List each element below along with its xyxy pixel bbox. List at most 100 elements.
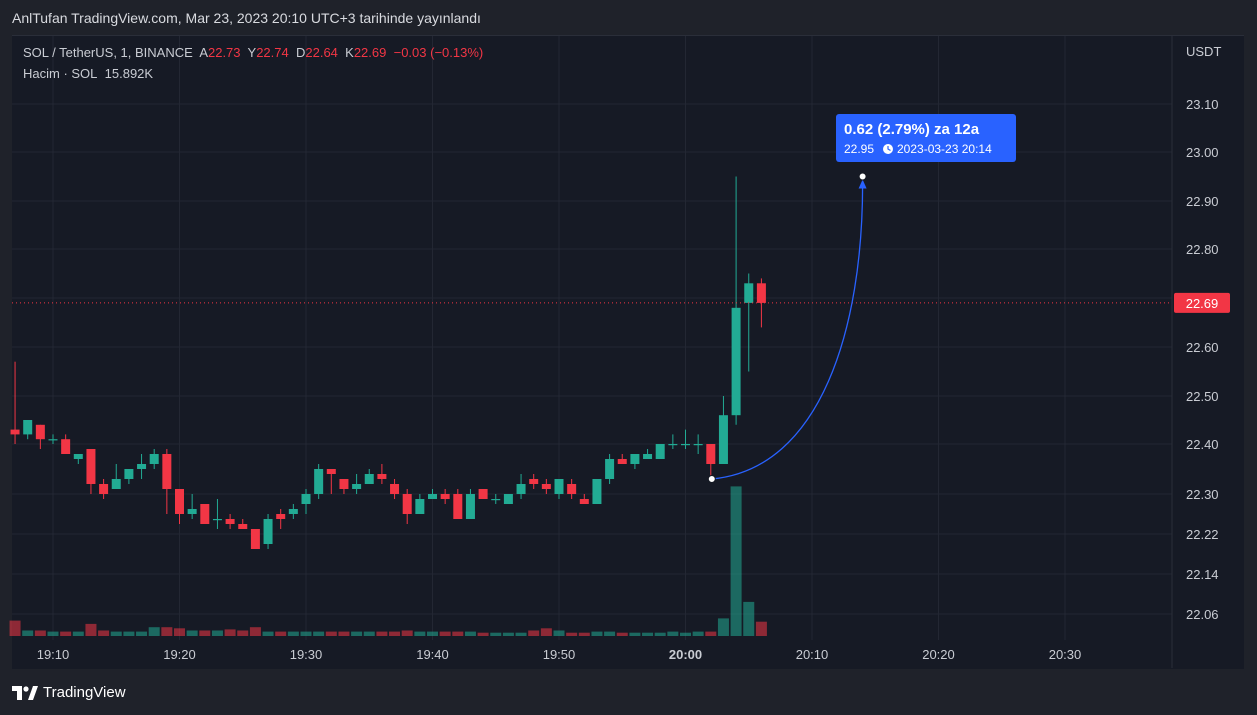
- close-label: K: [345, 45, 354, 60]
- candle[interactable]: [200, 504, 210, 524]
- candle[interactable]: [453, 489, 463, 519]
- candle[interactable]: [617, 454, 627, 464]
- annotation-datetime: 2023-03-23 20:14: [897, 142, 992, 156]
- candle[interactable]: [503, 494, 513, 504]
- volume-bars: [9, 486, 767, 636]
- footer-brand[interactable]: TradingView: [12, 684, 126, 701]
- volume-bar: [743, 601, 755, 636]
- candle[interactable]: [212, 499, 222, 529]
- volume-bar: [123, 631, 135, 636]
- symbol-label[interactable]: SOL / TetherUS, 1, BINANCE: [23, 45, 193, 60]
- price-projection[interactable]: 0.62 (2.79%) za 12a 22.95 2023-03-23 20:…: [707, 114, 1016, 483]
- volume-bar: [667, 631, 679, 636]
- candle[interactable]: [23, 420, 33, 440]
- volume-bar: [477, 632, 489, 636]
- candle[interactable]: [263, 514, 273, 549]
- candle[interactable]: [718, 396, 728, 464]
- volume-bar: [464, 631, 476, 636]
- candle[interactable]: [415, 494, 425, 514]
- candle[interactable]: [175, 489, 184, 524]
- volume-bar: [325, 631, 337, 636]
- candle[interactable]: [731, 176, 741, 425]
- candle[interactable]: [10, 361, 20, 444]
- candle[interactable]: [440, 489, 450, 504]
- candle[interactable]: [314, 464, 324, 499]
- candle[interactable]: [339, 479, 349, 494]
- candle[interactable]: [301, 489, 311, 514]
- candle[interactable]: [225, 514, 235, 529]
- candles: [10, 176, 766, 549]
- candle[interactable]: [655, 444, 665, 459]
- candle[interactable]: [567, 479, 577, 499]
- candle[interactable]: [250, 529, 260, 549]
- candle[interactable]: [681, 429, 690, 449]
- candle[interactable]: [276, 509, 286, 529]
- candle[interactable]: [288, 504, 298, 519]
- volume-bar: [540, 628, 552, 636]
- candle[interactable]: [326, 469, 336, 494]
- candle[interactable]: [693, 434, 703, 454]
- volume-bar: [211, 630, 223, 636]
- candle[interactable]: [238, 519, 248, 529]
- candle[interactable]: [516, 474, 526, 499]
- price-tick-label: 22.22: [1186, 527, 1219, 542]
- candle[interactable]: [99, 479, 109, 499]
- candle[interactable]: [390, 479, 400, 499]
- candle[interactable]: [86, 449, 96, 494]
- candle[interactable]: [61, 434, 71, 454]
- candle[interactable]: [491, 494, 501, 504]
- candle[interactable]: [48, 434, 58, 444]
- candle[interactable]: [554, 479, 564, 499]
- volume-bar: [642, 632, 654, 636]
- candle[interactable]: [137, 454, 147, 479]
- time-tick-label: 19:30: [290, 647, 323, 662]
- volume-bar: [730, 486, 742, 636]
- time-tick-label: 20:30: [1049, 647, 1082, 662]
- candle[interactable]: [111, 464, 121, 489]
- volume-bar: [9, 620, 21, 636]
- candle[interactable]: [73, 454, 83, 464]
- candle[interactable]: [352, 474, 362, 494]
- volume-bar: [414, 631, 426, 636]
- clock-icon: [883, 144, 893, 154]
- volume-bar: [98, 630, 110, 636]
- volume-bar: [338, 631, 350, 636]
- price-tick-label: 22.14: [1186, 567, 1219, 582]
- candle[interactable]: [592, 479, 602, 504]
- candle[interactable]: [541, 479, 551, 494]
- candle[interactable]: [35, 424, 45, 449]
- candle[interactable]: [478, 489, 488, 499]
- candle[interactable]: [744, 273, 754, 372]
- candle[interactable]: [402, 489, 412, 524]
- candle[interactable]: [756, 278, 766, 328]
- candle[interactable]: [668, 434, 678, 449]
- candle[interactable]: [149, 449, 159, 469]
- candle[interactable]: [465, 489, 475, 519]
- candle[interactable]: [162, 449, 172, 514]
- volume-bar: [72, 631, 84, 636]
- volume-bar: [161, 627, 173, 636]
- chart-frame[interactable]: [12, 35, 1244, 669]
- candle[interactable]: [124, 469, 134, 484]
- candle[interactable]: [579, 494, 589, 504]
- candle[interactable]: [377, 464, 387, 484]
- volume-bar: [85, 623, 97, 636]
- volume-bar: [199, 630, 211, 636]
- volume-bar: [692, 631, 704, 636]
- close-value: 22.69: [353, 45, 387, 60]
- candle[interactable]: [643, 449, 653, 459]
- volume-bar: [262, 631, 274, 636]
- candle[interactable]: [706, 444, 716, 479]
- candle[interactable]: [364, 469, 374, 484]
- price-tick-label: 22.50: [1186, 389, 1219, 404]
- candle[interactable]: [529, 474, 539, 489]
- candle[interactable]: [605, 454, 615, 484]
- candle[interactable]: [630, 454, 640, 469]
- volume-bar: [654, 632, 666, 636]
- publish-header: AnlTufan TradingView.com, Mar 23, 2023 2…: [12, 10, 481, 26]
- candle[interactable]: [428, 489, 437, 499]
- low-label: D: [295, 45, 306, 60]
- candle[interactable]: [187, 494, 197, 519]
- volume-bar: [148, 627, 160, 636]
